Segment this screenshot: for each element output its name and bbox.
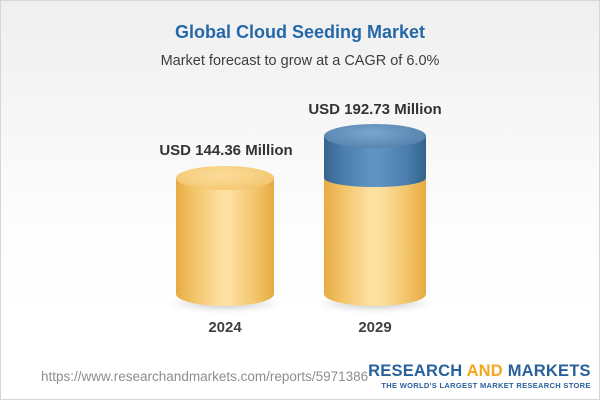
- chart-subtitle: Market forecast to grow at a CAGR of 6.0…: [160, 53, 440, 69]
- logo-word-research: RESEARCH: [368, 361, 463, 380]
- bar-2029-cylinder-base-segment: [324, 179, 426, 306]
- bar-2024-cylinder-body: [176, 178, 274, 306]
- bar-2024-value-label: USD 144.36 Million: [159, 142, 293, 159]
- bar-2029-value-label: USD 192.73 Million: [308, 101, 442, 118]
- research-and-markets-logo: RESEARCH AND MARKETS THE WORLD'S LARGEST…: [368, 361, 591, 390]
- logo-word-markets: MARKETS: [507, 361, 591, 380]
- logo-tagline: THE WORLD'S LARGEST MARKET RESEARCH STOR…: [381, 381, 591, 390]
- bar-2029-cylinder-top: [324, 124, 426, 148]
- report-url: https://www.researchandmarkets.com/repor…: [41, 368, 369, 384]
- bar-2024-cylinder-top: [176, 166, 274, 190]
- logo-word-and: AND: [466, 361, 503, 380]
- logo-wordmark: RESEARCH AND MARKETS: [368, 361, 591, 380]
- bar-2024-category-label: 2024: [208, 319, 242, 336]
- bar-2029-category-label: 2029: [358, 319, 392, 336]
- footer: https://www.researchandmarkets.com/repor…: [1, 353, 599, 399]
- page-title: Global Cloud Seeding Market: [174, 22, 426, 42]
